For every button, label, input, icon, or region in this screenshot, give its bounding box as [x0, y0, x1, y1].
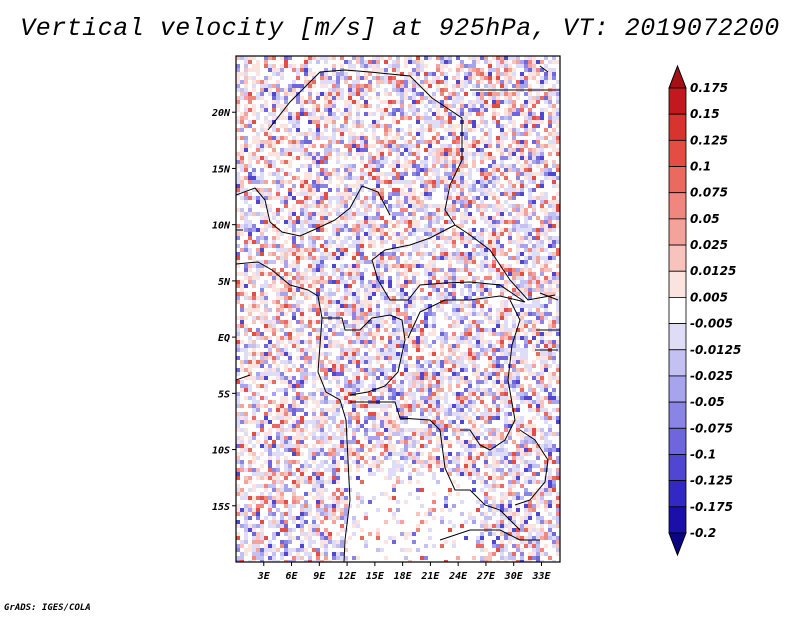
border-line	[371, 259, 526, 303]
plot-frame	[235, 55, 561, 563]
colorbar-box	[668, 401, 687, 429]
border-line	[236, 261, 351, 562]
lat-tick-label: 15N	[212, 164, 231, 175]
colorbar-label: 0.075	[690, 186, 728, 200]
lon-tick-label: 33E	[531, 571, 551, 582]
chart-title: Vertical velocity [m/s] at 925hPa, VT: 2…	[20, 14, 780, 43]
colorbar-box	[668, 506, 687, 534]
lon-tick-label: 27E	[476, 571, 496, 582]
colorbar-label: 0.175	[690, 81, 728, 95]
border-line	[460, 299, 521, 451]
colorbar-box	[668, 87, 687, 115]
colorbar-top-arrow	[668, 64, 687, 89]
colorbar-label: -0.05	[690, 395, 725, 409]
lon-tick-label: 24E	[448, 571, 468, 582]
colorbar-label: -0.025	[690, 369, 733, 383]
border-line	[535, 292, 560, 351]
border-line	[267, 69, 463, 226]
velocity-field	[236, 56, 560, 562]
border-line	[350, 401, 521, 531]
lon-tick-label: 21E	[420, 571, 440, 582]
lat-tick-label: 5S	[218, 389, 230, 400]
latitude-axis: 20N 15N 10N 5N EQ 5S 10S 15S	[211, 108, 236, 513]
colorbar-box	[668, 297, 687, 324]
lon-tick-label: 12E	[338, 571, 357, 582]
footer-credit: GrADS: IGES/COLA	[4, 603, 91, 613]
lat-tick-label: 5N	[218, 277, 231, 288]
lat-tick-label: 15S	[212, 502, 230, 513]
lon-tick-label: 6E	[286, 571, 299, 582]
colorbar-label: -0.005	[690, 317, 733, 331]
border-line	[322, 314, 406, 396]
colorbar-box	[668, 349, 687, 377]
colorbar-box	[668, 427, 687, 455]
lat-tick-label: 20N	[211, 108, 231, 119]
colorbar-box	[668, 375, 687, 403]
colorbar-box	[668, 139, 687, 167]
colorbar-label: 0.125	[690, 133, 728, 147]
colorbar-label: -0.125	[690, 474, 733, 488]
colorbar-label: 0.025	[690, 238, 728, 252]
colorbar-label: -0.075	[690, 421, 733, 435]
lon-tick-label: 18E	[394, 571, 413, 582]
border-line	[514, 429, 549, 506]
colorbar-box	[668, 323, 687, 351]
border-line	[371, 224, 456, 261]
colorbar-box	[668, 454, 687, 482]
country-borders	[236, 65, 560, 562]
colorbar-box	[668, 244, 687, 272]
colorbar-label: -0.175	[690, 500, 733, 514]
colorbar-bottom-arrow	[668, 532, 687, 557]
colorbar: 0.175 0.15 0.125 0.1 0.075 0.05 0.025 0.0125 0.0…	[668, 64, 741, 557]
colorbar-label: 0.005	[690, 290, 728, 304]
lon-tick-label: 3E	[257, 571, 271, 582]
lat-tick-label: 10S	[212, 446, 230, 457]
colorbar-label: -0.2	[690, 526, 716, 540]
colorbar-label: -0.0125	[690, 343, 741, 357]
colorbar-box	[668, 480, 687, 508]
longitude-axis: 3E 6E 9E 12E 15E 18E 21E 24E 27E 30E 33E	[257, 562, 551, 582]
colorbar-box	[668, 270, 687, 298]
lon-tick-label: 9E	[313, 571, 326, 582]
lat-tick-label: 10N	[212, 221, 231, 232]
colorbar-box	[668, 192, 687, 220]
border-line	[236, 185, 391, 237]
colorbar-label: 0.1	[690, 160, 711, 174]
lon-tick-label: 15E	[366, 571, 385, 582]
border-line	[439, 529, 540, 541]
colorbar-box	[668, 113, 687, 141]
colorbar-label: 0.15	[690, 107, 720, 121]
lon-tick-label: 30E	[504, 571, 524, 582]
colorbar-label: 0.0125	[690, 264, 736, 278]
border-line	[454, 224, 556, 301]
border-line	[407, 295, 526, 339]
colorbar-label: -0.1	[690, 447, 716, 461]
colorbar-box	[668, 166, 687, 194]
border-line	[470, 65, 560, 91]
lat-tick-label: EQ	[218, 333, 230, 344]
colorbar-label: 0.05	[690, 212, 720, 226]
border-line	[236, 229, 251, 381]
colorbar-box	[668, 218, 687, 246]
